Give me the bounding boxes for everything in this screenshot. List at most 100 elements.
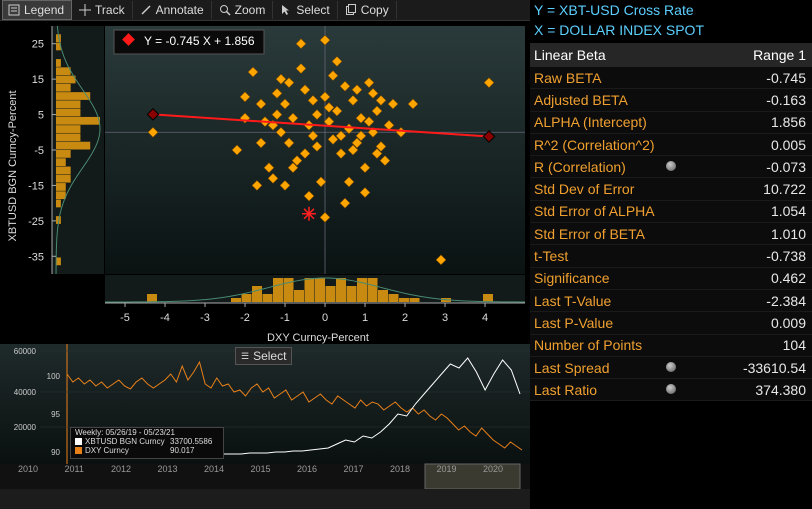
year-tick-label: 2020 [483,464,503,474]
stats-row-value: 104 [782,337,806,354]
scatter-point [319,91,331,103]
zoom-button[interactable]: Zoom [214,1,274,19]
y-histogram-bar [56,67,71,76]
x-tick-label: 4 [482,312,488,324]
scatter-point [339,197,351,209]
stats-row-value: 0.462 [770,270,806,287]
stats-row-label: Significance [534,270,610,287]
stats-row-label: Adjusted BETA [534,91,628,108]
scatter-point [299,84,311,96]
select-button[interactable]: Select [275,1,338,19]
annotate-button[interactable]: Annotate [135,1,212,19]
stats-row: Std Dev of Error 10.722 [530,178,812,201]
stats-row: Std Error of ALPHA 1.054 [530,200,812,224]
y-tick-label: 5 [38,110,44,122]
scatter-point [387,98,399,110]
stats-row-value: 1.010 [770,225,806,242]
y-histogram-bar [56,191,66,200]
timeseries-select-button[interactable]: ☰ Select [235,347,293,365]
year-tick-label: 2015 [251,464,271,474]
x-tick-label: -1 [280,312,290,324]
track-button[interactable]: Track [74,1,133,19]
y-series-title: Y = XBT-USD Cross Rate [534,2,694,18]
x-histogram-bar [147,294,157,302]
navigator-window[interactable] [424,463,521,490]
y-normal-curve [55,25,101,275]
x-histogram-bar [378,290,388,302]
stats-header-label: Linear Beta [534,47,606,63]
x-series-title: X = DOLLAR INDEX SPOT [534,22,704,38]
cursor-icon [282,5,290,15]
scatter-point [311,141,323,152]
scatter-point [407,98,419,110]
y-tick-label: 25 [32,39,44,51]
scatter-point [355,112,367,124]
scatter-point [383,119,395,131]
scatter-point [271,88,283,99]
x-tick-label: 0 [322,312,328,324]
stats-header-range[interactable]: Range 1 [753,47,806,63]
x-histogram-bar [357,278,367,302]
stats-row-label: Last Spread [534,359,610,376]
scatter-point [351,84,363,96]
scatter-point [327,134,339,145]
scatter-point [303,190,315,202]
scatter-point [239,91,251,103]
scatter-point [279,180,291,191]
info-globe-icon[interactable] [666,361,676,372]
x-histogram-bar [241,294,252,302]
xbt-series-line [180,357,521,455]
year-tick-label: 2014 [204,464,224,474]
stats-row-value: 10.722 [763,181,806,198]
scatter-point [371,148,383,159]
scatter-point [287,162,299,174]
info-globe-icon[interactable] [666,384,676,395]
y-tick-label: -15 [28,180,44,192]
stats-row-label: R^2 (Correlation^2) [534,136,655,153]
stats-row: Last Spread -33610.54 [530,356,812,380]
y-histogram-bar [56,108,81,117]
legend-button[interactable]: Legend [2,0,73,20]
equation-box: Y = -0.745 X + 1.856 [113,29,265,55]
stats-row: R^2 (Correlation^2) 0.005 [530,133,812,157]
legend-swatch [75,438,82,445]
y-histogram-bar [56,133,81,142]
x-histogram-bar [294,290,304,302]
scatter-point [359,162,371,174]
y-histogram-bar [56,257,61,266]
stats-header: Linear Beta Range 1 [530,43,812,67]
y-axis-label: XBTUSD BGN Curncy-Percent [7,91,19,242]
x-histogram-bar [252,286,262,302]
x-histogram-bar [483,294,493,302]
legend-series-value: 33700.5586 [170,437,213,446]
scatter-point [371,105,383,117]
scatter-point [347,95,359,106]
current-point-star-icon [302,206,316,221]
stats-row-value: -2.384 [766,292,806,309]
x-histogram-bar [304,278,315,302]
x-histogram-bar [399,298,409,302]
scatter-point [335,130,347,142]
scatter-point [355,130,367,142]
x-tick-label: 3 [442,312,448,324]
scatter-point [311,109,323,120]
scroll-bar[interactable] [0,489,530,509]
copy-button[interactable]: Copy [340,1,397,19]
left-axis-label: 20000 [14,423,37,432]
scatter-point [291,155,303,166]
stats-row-label: t-Test [534,248,569,265]
x-histogram-bar [273,278,283,302]
scatter-point [339,80,351,92]
x-histogram-bar [325,286,336,302]
x-histogram-bar [336,278,346,302]
scatter-point [247,66,259,78]
year-tick-label: 2018 [390,464,410,474]
x-histogram-bar [409,298,420,302]
info-globe-icon[interactable] [666,161,676,172]
y-histogram-bar [56,166,71,175]
regression-scatter-plot[interactable]: 25 15 5 -5 -15 -25 -35 -5 -4 -3 -2 -1 0 1 2 3 4 DXY Curn… [0,21,530,351]
left-axis-label: 40000 [14,388,37,397]
stats-row-label: R (Correlation) [534,158,626,175]
legend-label: Legend [24,3,65,17]
y-histogram-bar [56,183,66,191]
